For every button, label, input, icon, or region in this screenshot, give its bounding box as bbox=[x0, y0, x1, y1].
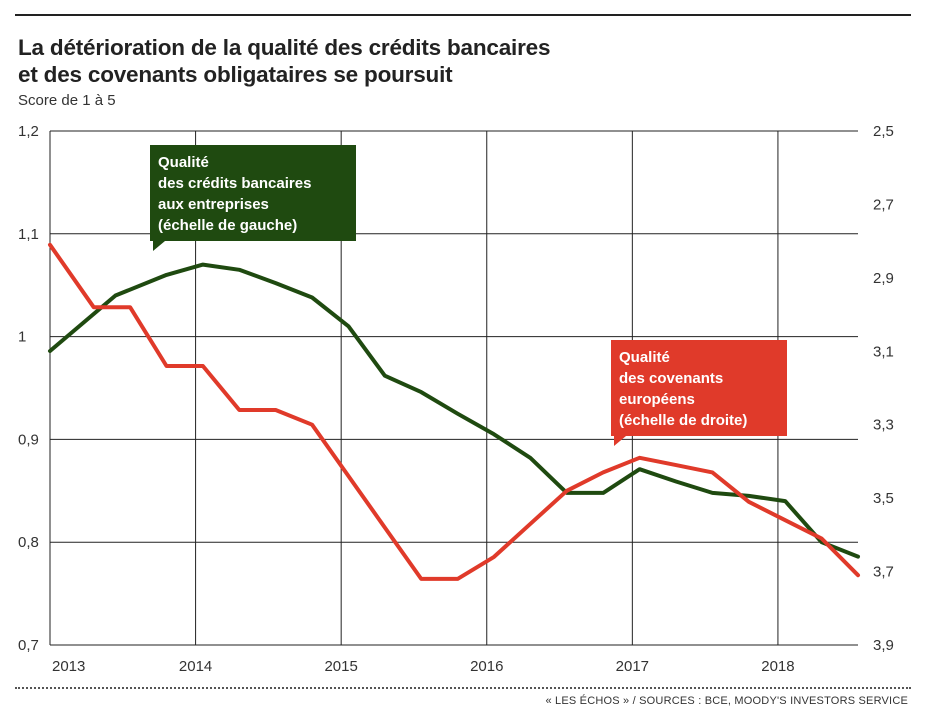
credits-label-line: (échelle de gauche) bbox=[158, 217, 297, 234]
chart-title-line-2: et des covenants obligataires se poursui… bbox=[18, 62, 453, 87]
y-right-tick-label: 3,1 bbox=[873, 343, 894, 360]
credits-label-line: aux entreprises bbox=[158, 196, 269, 213]
credits-label-line: des crédits bancaires bbox=[158, 175, 311, 192]
chart-subtitle: Score de 1 à 5 bbox=[18, 92, 116, 109]
source-note: « LES ÉCHOS » / SOURCES : BCE, MOODY'S I… bbox=[545, 695, 908, 707]
y-left-tick-label: 1 bbox=[18, 329, 26, 346]
y-right-tick-label: 3,5 bbox=[873, 490, 894, 507]
y-right-tick-label: 3,3 bbox=[873, 417, 894, 434]
series-layer bbox=[48, 242, 860, 581]
x-tick-label: 2015 bbox=[324, 658, 357, 675]
x-tick-label: 2017 bbox=[616, 658, 649, 675]
x-tick-label: 2016 bbox=[470, 658, 503, 675]
y-right-tick-label: 3,9 bbox=[873, 637, 894, 654]
credits-label-line: Qualité bbox=[158, 154, 209, 171]
y-right-tick-label: 3,7 bbox=[873, 564, 894, 581]
x-tick-label: 2013 bbox=[52, 658, 85, 675]
credits-label-pointer bbox=[153, 241, 165, 251]
y-left-tick-label: 0,8 bbox=[18, 534, 39, 551]
covenants-label-line: des covenants bbox=[619, 370, 723, 387]
chart-title-line-1: La détérioration de la qualité des crédi… bbox=[18, 35, 551, 60]
y-right-tick-label: 2,9 bbox=[873, 270, 894, 287]
x-tick-label: 2014 bbox=[179, 658, 212, 675]
chart-title: La détérioration de la qualité des crédi… bbox=[18, 34, 878, 88]
footer-rule bbox=[15, 687, 911, 689]
covenants-label-line: (échelle de droite) bbox=[619, 412, 747, 429]
y-right-tick-label: 2,7 bbox=[873, 196, 894, 213]
y-left-tick-label: 0,9 bbox=[18, 431, 39, 448]
y-left-tick-label: 1,1 bbox=[18, 226, 39, 243]
y-right-tick-label: 2,5 bbox=[873, 123, 894, 140]
covenants-label-line: Qualité bbox=[619, 349, 670, 366]
covenants-label-line: européens bbox=[619, 391, 695, 408]
credits-label-box: Qualité des crédits bancaires aux entrepri… bbox=[150, 145, 356, 251]
top-rule bbox=[15, 14, 911, 16]
y-left-tick-label: 0,7 bbox=[18, 637, 39, 654]
credits-label-background bbox=[150, 145, 356, 241]
y-left-tick-label: 1,2 bbox=[18, 123, 39, 140]
series-line-covenants bbox=[48, 242, 860, 581]
x-tick-label: 2018 bbox=[761, 658, 794, 675]
covenants-label-box: Qualité des covenants européens (échelle de… bbox=[611, 340, 787, 446]
series-labels-layer: Qualité des crédits bancaires aux entrepri… bbox=[150, 145, 787, 446]
covenants-label-background bbox=[611, 340, 787, 436]
tick-labels-layer: 1,2 1,1 1 0,9 0,8 0,7 2013 2014 2015 2016 2017 2018… bbox=[18, 123, 894, 675]
series-line-credits-bancaires bbox=[48, 262, 860, 559]
covenants-label-pointer bbox=[614, 436, 626, 446]
